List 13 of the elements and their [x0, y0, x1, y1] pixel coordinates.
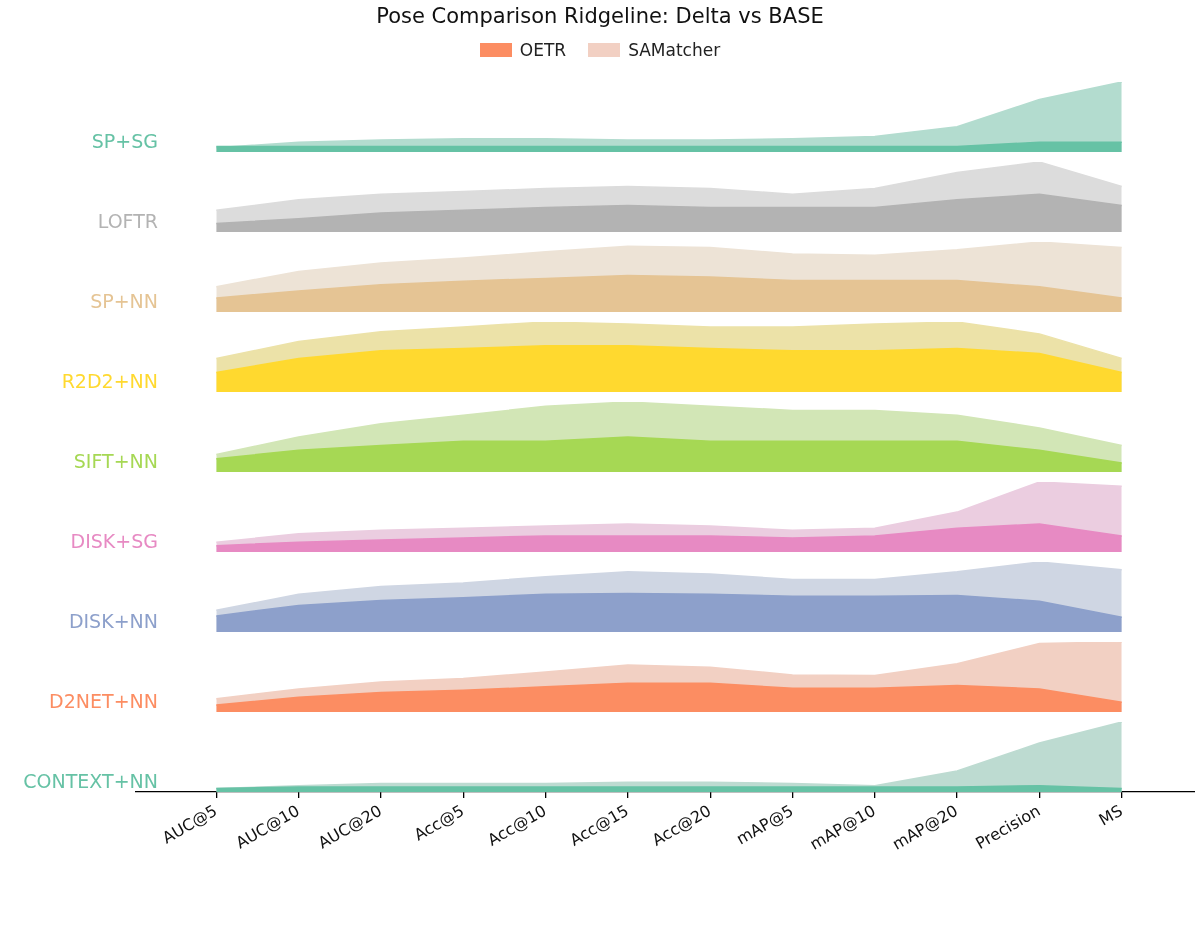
- y-axis-title: LOFTR: [96, 210, 158, 232]
- y-axis-title: SP+NN: [89, 290, 158, 312]
- legend-label: SAMatcher: [628, 40, 721, 60]
- y-axis-title: R2D2+NN: [60, 370, 158, 392]
- chart-title: Pose Comparison Ridgeline: Delta vs BASE: [375, 4, 825, 28]
- legend-label: OETR: [519, 40, 567, 60]
- y-axis-title: DISK+SG: [69, 530, 158, 552]
- y-axis-title: CONTEXT+NN: [22, 770, 158, 792]
- y-axis-title: D2NET+NN: [48, 690, 158, 712]
- y-axis-title: SP+SG: [90, 130, 158, 152]
- y-axis-title: DISK+NN: [67, 610, 158, 632]
- y-axis-title: SIFT+NN: [72, 450, 158, 472]
- x-tick-label: MS: [1095, 800, 1126, 830]
